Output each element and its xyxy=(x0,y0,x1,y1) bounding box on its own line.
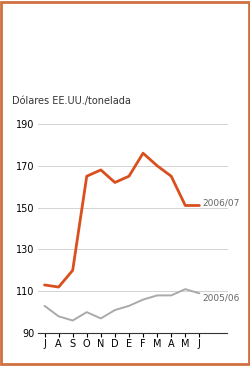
Text: (Amarillo No.2 de Estados: (Amarillo No.2 de Estados xyxy=(61,45,209,56)
Text: del maíz: del maíz xyxy=(12,45,71,59)
Text: Unidos, Golfo): Unidos, Golfo) xyxy=(12,83,91,93)
Text: 2005/06: 2005/06 xyxy=(202,293,239,302)
Text: Dólares EE.UU./tonelada: Dólares EE.UU./tonelada xyxy=(12,96,132,106)
Text: Precios de exportación: Precios de exportación xyxy=(70,12,216,25)
Text: Figura 3.: Figura 3. xyxy=(12,12,75,25)
Text: 2006/07: 2006/07 xyxy=(202,199,239,208)
